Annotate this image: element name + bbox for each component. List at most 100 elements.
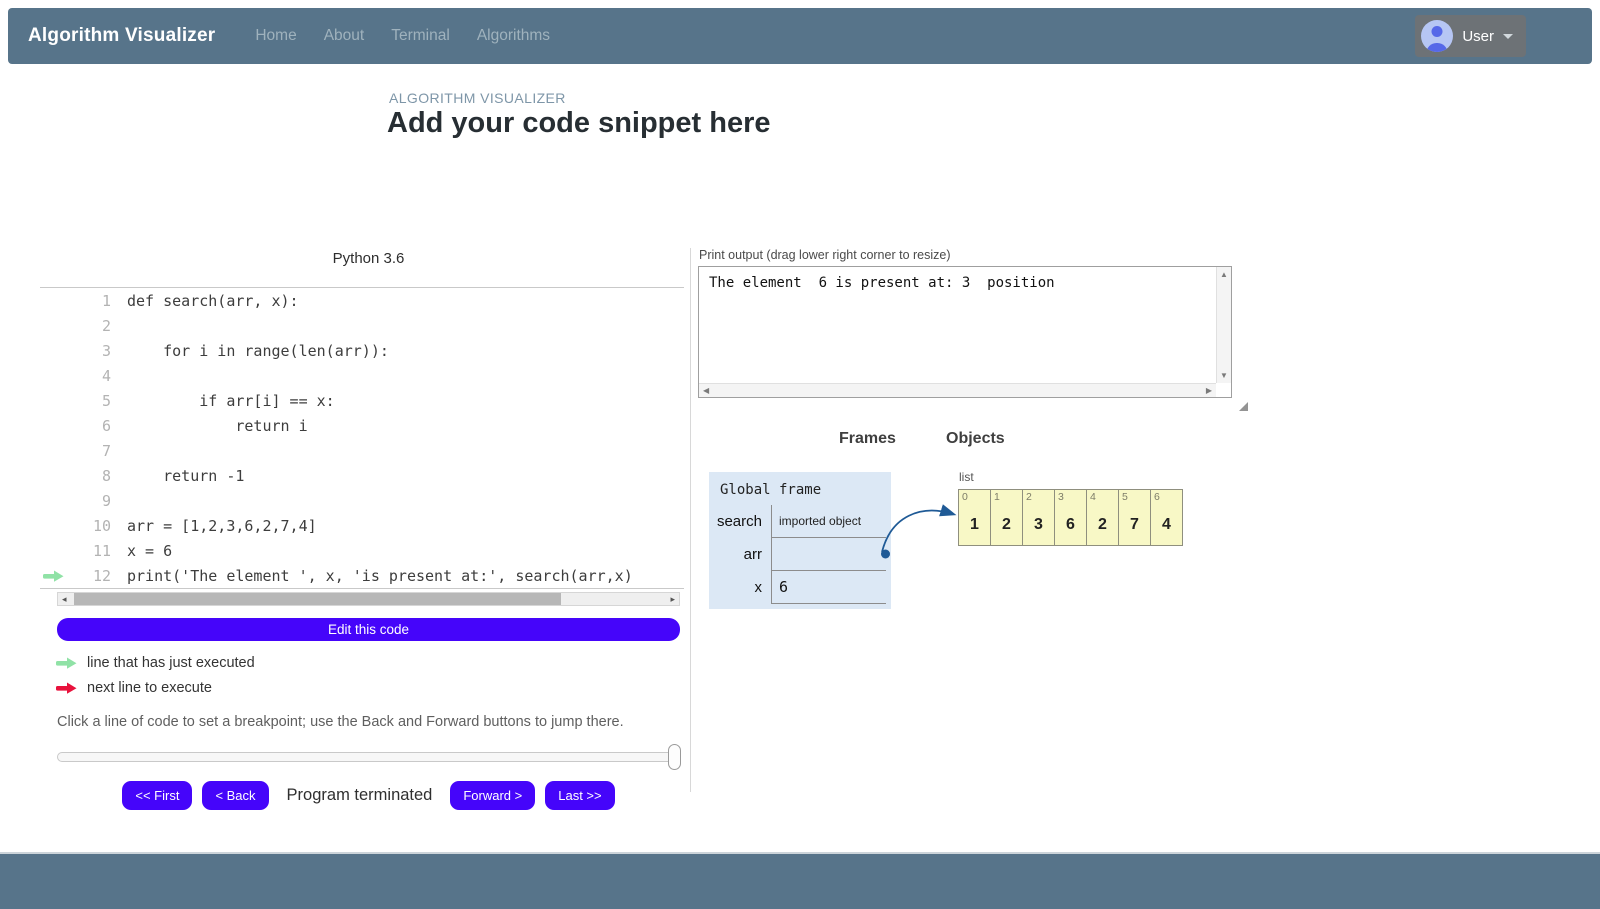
red-arrow-icon [56, 682, 77, 694]
code-text: x = 6 [127, 541, 173, 560]
code-horizontal-scrollbar[interactable]: ◂ ▸ [57, 592, 680, 606]
scroll-right-icon[interactable]: ▶ [1205, 386, 1212, 395]
code-line[interactable]: 6 return i [43, 413, 680, 438]
brand-link[interactable]: Algorithm Visualizer [28, 25, 216, 46]
line-number: 6 [101, 416, 111, 435]
cell-value: 3 [1034, 516, 1043, 533]
line-number: 7 [101, 441, 111, 460]
divider [40, 287, 684, 288]
cell-value: 4 [1162, 516, 1171, 533]
language-label: Python 3.6 [332, 250, 405, 267]
code-line[interactable]: 10 arr = [1,2,3,6,2,7,4] [43, 513, 680, 538]
cell-index: 4 [1090, 491, 1096, 503]
scrollbar-thumb[interactable] [74, 593, 561, 605]
step-controls: << First < Back Program terminated Forwa… [57, 781, 680, 810]
code-line[interactable]: 7 [43, 438, 680, 463]
code-text: for i in range(len(arr)): [127, 341, 389, 360]
output-vertical-scrollbar[interactable]: ▲ ▼ [1216, 267, 1231, 383]
user-menu-label: User [1462, 27, 1494, 45]
page-subtitle: ALGORITHM VISUALIZER [389, 90, 566, 106]
cell-value: 2 [1002, 516, 1011, 533]
line-number: 11 [92, 541, 111, 560]
nav-link-algorithms[interactable]: Algorithms [476, 27, 551, 44]
scroll-left-icon[interactable]: ◀ [703, 386, 710, 395]
code-line[interactable]: 12 print('The element ', x, 'is present a… [43, 563, 680, 588]
line-number: 10 [92, 516, 111, 535]
back-button[interactable]: < Back [202, 781, 269, 810]
line-number: 12 [92, 566, 111, 585]
value-text: imported object [779, 514, 862, 528]
scroll-left-icon[interactable]: ◂ [62, 594, 67, 604]
line-number: 8 [101, 466, 111, 485]
print-output-text: The element 6 is present at: 3 position [709, 275, 1055, 291]
execution-status: Program terminated [286, 786, 433, 804]
last-button[interactable]: Last >> [545, 781, 615, 810]
execution-slider[interactable] [57, 744, 681, 770]
line-marker-gutter [43, 570, 77, 582]
code-text: def search(arr, x): [127, 291, 299, 310]
legend-executed-label: line that has just executed [87, 654, 255, 671]
code-line[interactable]: 8 return -1 [43, 463, 680, 488]
cell-index: 3 [1058, 491, 1064, 503]
first-button[interactable]: << First [122, 781, 193, 810]
green-arrow-icon [56, 657, 77, 669]
frame-row: search imported object [709, 505, 891, 538]
nav-links: Home About Terminal Algorithms [255, 27, 550, 45]
legend-next: next line to execute [56, 675, 680, 700]
nav-link-home[interactable]: Home [255, 27, 297, 44]
line-number: 9 [101, 491, 111, 510]
print-output-label: Print output (drag lower right corner to… [699, 248, 951, 262]
list-type-label: list [959, 470, 974, 484]
edit-code-button[interactable]: Edit this code [57, 618, 680, 641]
variable-name: search [716, 513, 762, 530]
frames-objects-area: Global frame search imported object arr x 6 … [691, 468, 1249, 648]
forward-button[interactable]: Forward > [450, 781, 536, 810]
code-text: arr = [1,2,3,6,2,7,4] [127, 516, 317, 535]
resize-handle-icon[interactable] [1239, 402, 1248, 411]
page-title: Add your code snippet here [387, 107, 771, 139]
code-line[interactable]: 1 def search(arr, x): [43, 288, 680, 313]
nav-link-terminal[interactable]: Terminal [391, 27, 450, 44]
pointer-arrow-icon [881, 504, 957, 553]
code-line[interactable]: 2 [43, 313, 680, 338]
code-line[interactable]: 4 [43, 363, 680, 388]
line-number: 5 [101, 391, 111, 410]
code-line[interactable]: 9 [43, 488, 680, 513]
scroll-right-icon[interactable]: ▸ [670, 594, 675, 604]
print-output-box[interactable]: The element 6 is present at: 3 position … [698, 266, 1232, 398]
cell-index: 2 [1026, 491, 1032, 503]
code-line[interactable]: 3 for i in range(len(arr)): [43, 338, 680, 363]
code-line[interactable]: 5 if arr[i] == x: [43, 388, 680, 413]
scroll-down-icon[interactable]: ▼ [1220, 371, 1228, 380]
global-frame: Global frame search imported object arr x 6 [709, 472, 891, 609]
code-line[interactable]: 11 x = 6 [43, 538, 680, 563]
frame-row: arr [709, 538, 891, 571]
global-frame-rows: search imported object arr x 6 [709, 505, 891, 604]
output-horizontal-scrollbar[interactable]: ◀ ▶ [699, 383, 1216, 397]
cell-value: 6 [1066, 516, 1075, 533]
cell-index: 6 [1154, 491, 1160, 503]
cell-value: 7 [1130, 516, 1139, 533]
line-number: 3 [101, 341, 111, 360]
divider [40, 588, 684, 589]
code-text: return i [127, 416, 308, 435]
nav-link-about[interactable]: About [323, 27, 365, 44]
code-panel: Python 3.6 1 def search(arr, x): 2 3 for i … [40, 250, 684, 810]
slider-thumb[interactable] [668, 744, 681, 770]
user-menu-button[interactable]: User [1415, 15, 1526, 57]
value-text: 6 [779, 578, 789, 596]
pointer-dot-icon [881, 549, 890, 559]
footer-bar [0, 852, 1600, 909]
variable-value: 6 [771, 571, 886, 604]
code-text: if arr[i] == x: [127, 391, 335, 410]
scroll-up-icon[interactable]: ▲ [1220, 270, 1228, 279]
user-avatar-icon [1421, 20, 1454, 52]
chevron-down-icon [1503, 33, 1513, 39]
